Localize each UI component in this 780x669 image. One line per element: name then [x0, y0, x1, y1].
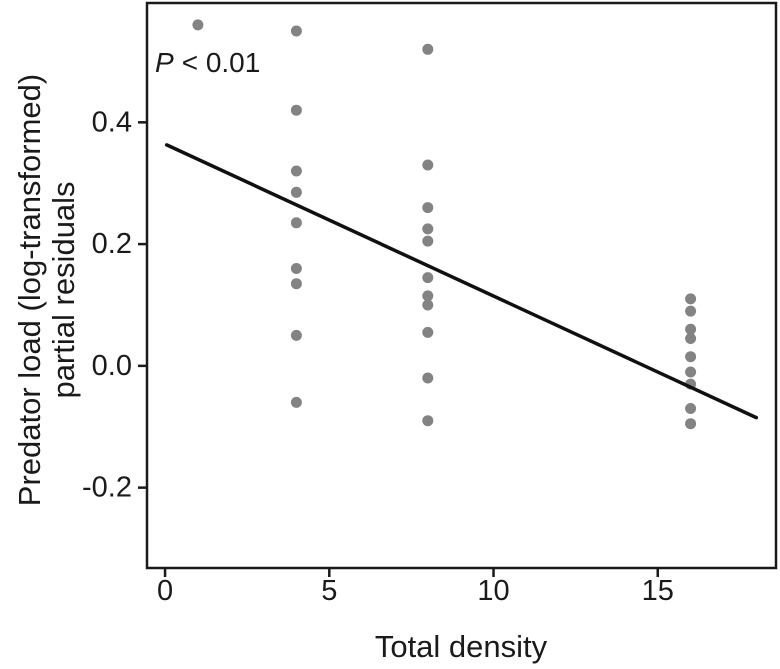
data-point — [290, 263, 302, 274]
data-point — [422, 235, 434, 247]
x-axis-tick-label: 5 — [321, 575, 337, 607]
data-point — [422, 272, 434, 284]
trend-line-layer — [164, 143, 759, 420]
data-point — [685, 293, 697, 305]
data-point — [290, 396, 302, 408]
x-axis-tick-label: 15 — [642, 575, 674, 607]
data-point — [422, 290, 434, 302]
y-axis-title-line1: Predator load (log-transformed) — [12, 74, 47, 506]
data-point — [422, 202, 434, 214]
y-axis-tick-label: 0.0 — [92, 350, 132, 382]
data-point — [685, 351, 697, 363]
y-axis-title-line2: partial residuals — [46, 181, 81, 398]
plot-panel-border — [145, 1, 778, 570]
data-point — [290, 329, 302, 341]
data-point — [290, 165, 302, 177]
y-axis-title: Predator load (log-transformed)partial r… — [12, 74, 81, 506]
data-point — [422, 372, 434, 384]
x-axis-title: Total density — [375, 629, 548, 664]
data-point — [192, 19, 204, 31]
data-point — [290, 25, 302, 37]
data-point — [685, 403, 697, 414]
data-point — [422, 159, 434, 171]
axis-ticks-layer: 0 5 10 15 -0.2 0.0 0.2 0.4 — [82, 106, 674, 607]
data-point — [422, 415, 434, 427]
data-point — [685, 366, 697, 378]
p-value-text: < 0.01 — [182, 47, 261, 78]
data-point — [685, 333, 697, 344]
y-axis-tick-label: 0.4 — [92, 106, 132, 138]
data-point — [290, 104, 302, 116]
x-axis-tick-label: 10 — [477, 575, 509, 607]
p-value-symbol: P — [155, 47, 174, 78]
y-axis-tick-label: 0.2 — [92, 228, 132, 260]
data-point — [685, 418, 697, 430]
data-point — [290, 186, 302, 198]
data-point — [685, 305, 697, 317]
x-axis-tick-label: 0 — [157, 575, 173, 607]
data-point — [422, 326, 434, 338]
data-points-layer — [192, 19, 697, 430]
data-point — [422, 43, 434, 55]
y-axis-tick-label: -0.2 — [82, 472, 132, 504]
data-point — [422, 223, 434, 235]
p-value-annotation: P < 0.01 — [155, 47, 260, 78]
data-point — [290, 217, 302, 229]
data-point — [422, 299, 434, 311]
data-point — [290, 278, 302, 290]
regression-line — [164, 143, 759, 420]
data-point — [685, 323, 697, 335]
